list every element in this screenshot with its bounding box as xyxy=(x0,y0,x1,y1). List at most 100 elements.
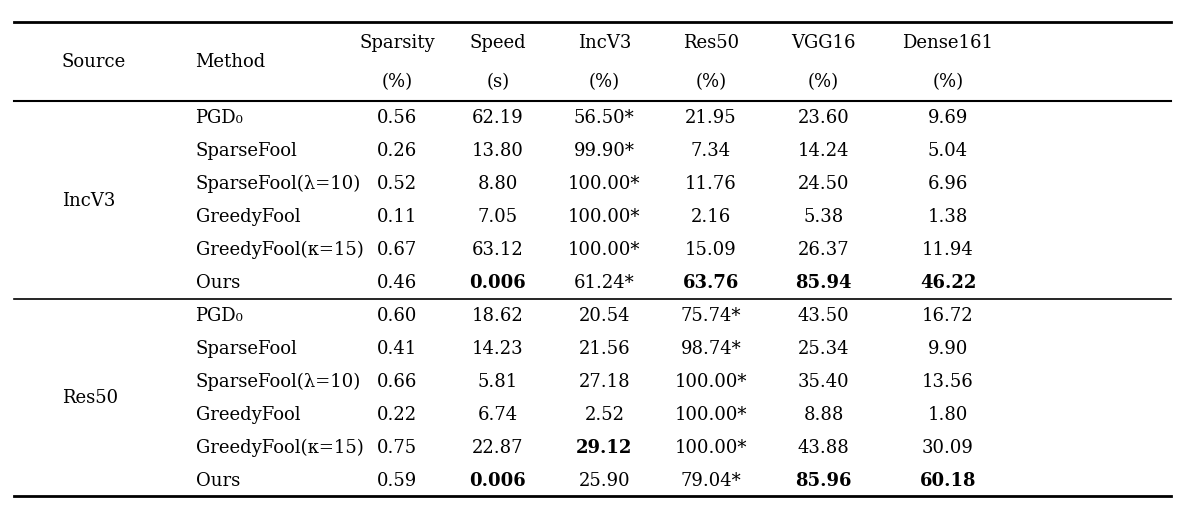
Text: 18.62: 18.62 xyxy=(472,306,524,324)
Text: 27.18: 27.18 xyxy=(578,372,630,390)
Text: Dense161: Dense161 xyxy=(903,34,993,52)
Text: 7.05: 7.05 xyxy=(478,208,518,226)
Text: IncV3: IncV3 xyxy=(62,191,115,209)
Text: 43.88: 43.88 xyxy=(798,438,850,456)
Text: Ours: Ours xyxy=(196,471,239,489)
Text: Ours: Ours xyxy=(196,274,239,292)
Text: 1.80: 1.80 xyxy=(928,405,968,423)
Text: 29.12: 29.12 xyxy=(576,438,633,456)
Text: 8.88: 8.88 xyxy=(803,405,844,423)
Text: Res50: Res50 xyxy=(683,34,739,52)
Text: 0.52: 0.52 xyxy=(377,175,417,193)
Text: 23.60: 23.60 xyxy=(798,109,850,127)
Text: 14.24: 14.24 xyxy=(798,142,850,160)
Text: PGD₀: PGD₀ xyxy=(196,109,243,127)
Text: 0.67: 0.67 xyxy=(377,241,417,259)
Text: 43.50: 43.50 xyxy=(798,306,850,324)
Text: 63.76: 63.76 xyxy=(683,274,739,292)
Text: 24.50: 24.50 xyxy=(798,175,850,193)
Text: 2.52: 2.52 xyxy=(584,405,624,423)
Text: 61.24*: 61.24* xyxy=(574,274,635,292)
Text: 11.76: 11.76 xyxy=(685,175,737,193)
Text: Res50: Res50 xyxy=(62,389,117,407)
Text: 98.74*: 98.74* xyxy=(680,340,742,357)
Text: GreedyFool(κ=15): GreedyFool(κ=15) xyxy=(196,438,364,456)
Text: 75.74*: 75.74* xyxy=(680,306,742,324)
Text: 13.80: 13.80 xyxy=(472,142,524,160)
Text: 30.09: 30.09 xyxy=(922,438,974,456)
Text: GreedyFool: GreedyFool xyxy=(196,208,300,226)
Text: 85.94: 85.94 xyxy=(795,274,852,292)
Text: Method: Method xyxy=(196,53,265,71)
Text: SparseFool(λ=10): SparseFool(λ=10) xyxy=(196,175,360,193)
Text: 100.00*: 100.00* xyxy=(674,438,748,456)
Text: 100.00*: 100.00* xyxy=(568,175,641,193)
Text: IncV3: IncV3 xyxy=(577,34,632,52)
Text: 6.96: 6.96 xyxy=(928,175,968,193)
Text: 0.56: 0.56 xyxy=(377,109,417,127)
Text: 0.66: 0.66 xyxy=(377,372,417,390)
Text: 16.72: 16.72 xyxy=(922,306,974,324)
Text: 35.40: 35.40 xyxy=(798,372,850,390)
Text: GreedyFool: GreedyFool xyxy=(196,405,300,423)
Text: (%): (%) xyxy=(696,73,726,91)
Text: 100.00*: 100.00* xyxy=(674,372,748,390)
Text: 26.37: 26.37 xyxy=(798,241,850,259)
Text: PGD₀: PGD₀ xyxy=(196,306,243,324)
Text: 0.60: 0.60 xyxy=(377,306,417,324)
Text: 20.54: 20.54 xyxy=(578,306,630,324)
Text: Speed: Speed xyxy=(469,34,526,52)
Text: 21.56: 21.56 xyxy=(578,340,630,357)
Text: 25.34: 25.34 xyxy=(798,340,850,357)
Text: 62.19: 62.19 xyxy=(472,109,524,127)
Text: 9.69: 9.69 xyxy=(928,109,968,127)
Text: 0.46: 0.46 xyxy=(377,274,417,292)
Text: (%): (%) xyxy=(589,73,620,91)
Text: 79.04*: 79.04* xyxy=(680,471,742,489)
Text: SparseFool(λ=10): SparseFool(λ=10) xyxy=(196,372,360,390)
Text: 100.00*: 100.00* xyxy=(568,241,641,259)
Text: 0.59: 0.59 xyxy=(377,471,417,489)
Text: 60.18: 60.18 xyxy=(920,471,976,489)
Text: 25.90: 25.90 xyxy=(578,471,630,489)
Text: 8.80: 8.80 xyxy=(478,175,518,193)
Text: Source: Source xyxy=(62,53,126,71)
Text: Sparsity: Sparsity xyxy=(359,34,435,52)
Text: VGG16: VGG16 xyxy=(792,34,856,52)
Text: 46.22: 46.22 xyxy=(920,274,976,292)
Text: (%): (%) xyxy=(808,73,839,91)
Text: 5.81: 5.81 xyxy=(478,372,518,390)
Text: (%): (%) xyxy=(382,73,412,91)
Text: (s): (s) xyxy=(486,73,510,91)
Text: 7.34: 7.34 xyxy=(691,142,731,160)
Text: 22.87: 22.87 xyxy=(472,438,524,456)
Text: GreedyFool(κ=15): GreedyFool(κ=15) xyxy=(196,241,364,259)
Text: 0.41: 0.41 xyxy=(377,340,417,357)
Text: 15.09: 15.09 xyxy=(685,241,737,259)
Text: 6.74: 6.74 xyxy=(478,405,518,423)
Text: 1.38: 1.38 xyxy=(928,208,968,226)
Text: SparseFool: SparseFool xyxy=(196,340,297,357)
Text: 0.22: 0.22 xyxy=(377,405,417,423)
Text: 2.16: 2.16 xyxy=(691,208,731,226)
Text: 14.23: 14.23 xyxy=(472,340,524,357)
Text: (%): (%) xyxy=(933,73,963,91)
Text: 99.90*: 99.90* xyxy=(574,142,635,160)
Text: 11.94: 11.94 xyxy=(922,241,974,259)
Text: SparseFool: SparseFool xyxy=(196,142,297,160)
Text: 13.56: 13.56 xyxy=(922,372,974,390)
Text: 5.04: 5.04 xyxy=(928,142,968,160)
Text: 0.75: 0.75 xyxy=(377,438,417,456)
Text: 63.12: 63.12 xyxy=(472,241,524,259)
Text: 56.50*: 56.50* xyxy=(574,109,635,127)
Text: 85.96: 85.96 xyxy=(795,471,852,489)
Text: 5.38: 5.38 xyxy=(803,208,844,226)
Text: 0.26: 0.26 xyxy=(377,142,417,160)
Text: 0.006: 0.006 xyxy=(469,274,526,292)
Text: 21.95: 21.95 xyxy=(685,109,737,127)
Text: 0.006: 0.006 xyxy=(469,471,526,489)
Text: 9.90: 9.90 xyxy=(928,340,968,357)
Text: 100.00*: 100.00* xyxy=(568,208,641,226)
Text: 100.00*: 100.00* xyxy=(674,405,748,423)
Text: 0.11: 0.11 xyxy=(377,208,417,226)
